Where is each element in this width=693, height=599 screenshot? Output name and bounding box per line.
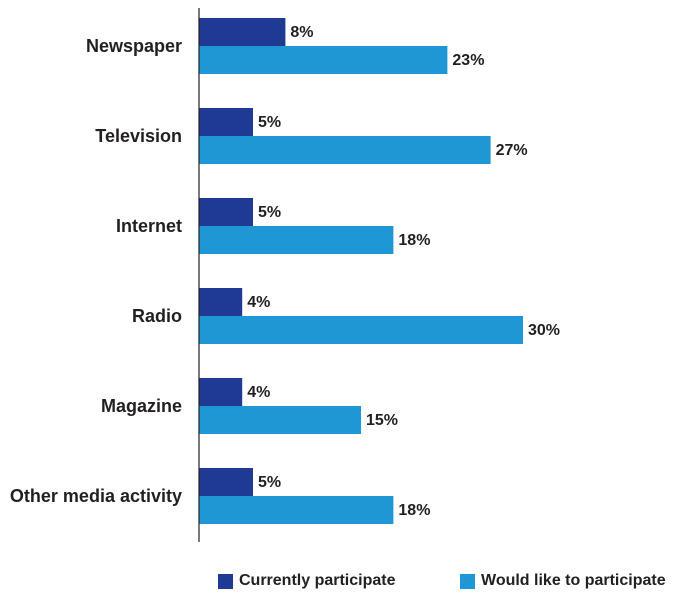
value-label-television-currently-participate: 5% — [258, 114, 281, 131]
legend-item-would-like-to-participate: Would like to participate — [460, 568, 666, 594]
legend-label-would-like-to-participate: Would like to participate — [481, 572, 666, 589]
bar-internet-currently-participate — [199, 198, 253, 226]
bar-newspaper-currently-participate — [199, 18, 286, 46]
bar-radio-would-like-to-participate — [199, 316, 523, 344]
bar-other-media-activity-would-like-to-participate — [199, 496, 394, 524]
category-label-magazine: Magazine — [101, 396, 182, 416]
legend-swatch-currently-participate — [218, 573, 233, 589]
category-label-television: Television — [95, 126, 182, 146]
bar-television-would-like-to-participate — [199, 136, 491, 164]
value-label-internet-currently-participate: 5% — [258, 204, 281, 221]
category-label-other-media-activity: Other media activity — [10, 486, 182, 506]
bar-other-media-activity-currently-participate — [199, 468, 253, 496]
value-label-other-media-activity-would-like-to-participate: 18% — [398, 502, 430, 519]
value-label-magazine-would-like-to-participate: 15% — [366, 412, 398, 429]
legend-label-currently-participate: Currently participate — [239, 572, 396, 589]
value-label-other-media-activity-currently-participate: 5% — [258, 474, 281, 491]
value-label-radio-would-like-to-participate: 30% — [528, 322, 560, 339]
value-label-radio-currently-participate: 4% — [247, 294, 270, 311]
legend: Currently participate Would like to part… — [0, 568, 693, 594]
bar-magazine-would-like-to-participate — [199, 406, 361, 434]
legend-swatch-would-like-to-participate — [460, 573, 475, 589]
bar-radio-currently-participate — [199, 288, 243, 316]
bar-television-currently-participate — [199, 108, 253, 136]
value-label-internet-would-like-to-participate: 18% — [398, 232, 430, 249]
bar-internet-would-like-to-participate — [199, 226, 394, 254]
value-label-television-would-like-to-participate: 27% — [496, 142, 528, 159]
category-label-internet: Internet — [116, 216, 182, 236]
category-label-radio: Radio — [132, 306, 182, 326]
value-label-newspaper-would-like-to-participate: 23% — [452, 52, 484, 69]
category-label-newspaper: Newspaper — [86, 36, 182, 56]
legend-item-currently-participate: Currently participate — [218, 568, 395, 594]
bar-newspaper-would-like-to-participate — [199, 46, 448, 74]
value-label-newspaper-currently-participate: 8% — [290, 24, 313, 41]
value-label-magazine-currently-participate: 4% — [247, 384, 270, 401]
bar-magazine-currently-participate — [199, 378, 243, 406]
